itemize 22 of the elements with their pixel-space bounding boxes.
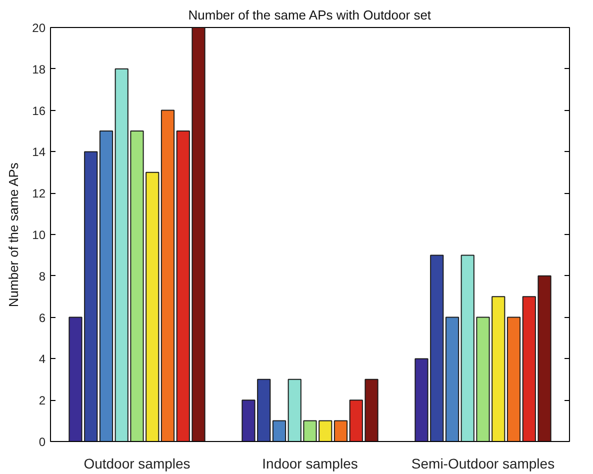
y-tick-label: 20	[32, 21, 46, 35]
bar	[160, 110, 175, 442]
y-tick-label: 6	[38, 310, 46, 325]
bar	[334, 420, 348, 442]
x-tick-label: Indoor samples	[262, 456, 358, 472]
bar	[445, 316, 460, 442]
chart-title: Number of the same APs with Outdoor set	[188, 8, 432, 22]
y-tick-label: 12	[32, 186, 46, 201]
y-tick-label: 0	[38, 435, 46, 449]
y-tick-label: 4	[38, 352, 46, 366]
bar	[272, 420, 286, 442]
y-tick-label: 18	[32, 62, 46, 76]
y-tick-label: 8	[38, 269, 46, 284]
x-tick-label: Outdoor samples	[84, 456, 190, 472]
y-tick-label: 16	[32, 104, 46, 118]
y-axis-title: Number of the same APs	[6, 162, 22, 308]
bar	[506, 316, 521, 442]
y-tick-label: 14	[32, 145, 46, 160]
y-tick-label: 10	[32, 228, 46, 242]
y-tick-label: 2	[38, 394, 46, 408]
x-tick-label: Semi-Outdoor samples	[411, 456, 555, 472]
bar	[99, 130, 114, 442]
